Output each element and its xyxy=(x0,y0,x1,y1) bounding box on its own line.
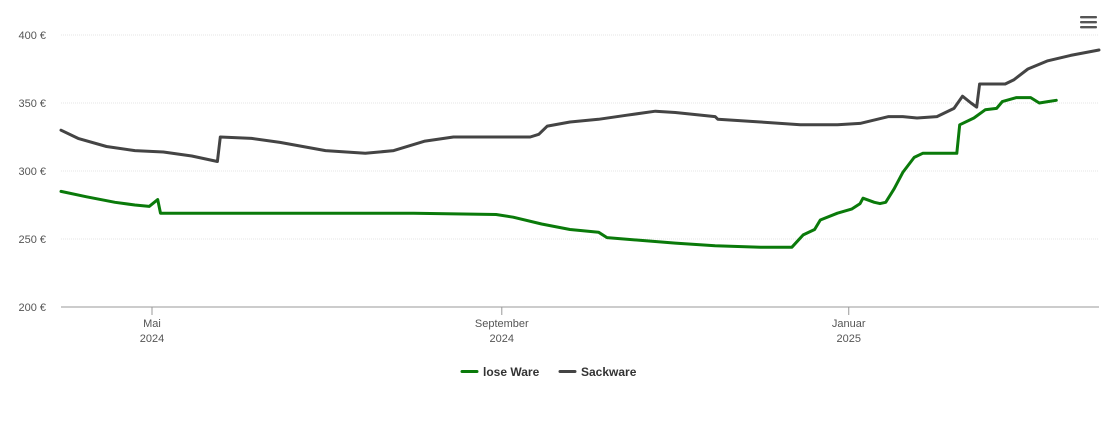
legend-item-sackware[interactable]: Sackware xyxy=(558,365,637,379)
legend: lose Ware Sackware xyxy=(460,365,637,379)
legend-item-lose-ware[interactable]: lose Ware xyxy=(460,365,540,379)
gridlines xyxy=(61,34,1099,240)
series-lines xyxy=(59,48,1101,249)
y-axis-ticks: 200 € 250 € 300 € 350 € 400 € xyxy=(18,30,46,314)
y-tick-label: 400 € xyxy=(18,30,46,42)
x-tick-label: September xyxy=(475,318,529,330)
y-tick-label: 350 € xyxy=(18,98,46,110)
x-axis-ticks: Mai 2024 September 2024 Januar 2025 xyxy=(140,307,866,345)
y-tick-label: 300 € xyxy=(18,166,46,178)
series-line-sackware[interactable] xyxy=(59,48,1101,163)
series-line-lose-ware[interactable] xyxy=(59,96,1058,249)
x-tick-year-label: 2025 xyxy=(837,333,861,345)
y-tick-label: 250 € xyxy=(18,234,46,246)
legend-label: Sackware xyxy=(581,365,637,379)
x-tick-year-label: 2024 xyxy=(490,333,514,345)
y-tick-label: 200 € xyxy=(18,302,46,314)
x-tick-year-label: 2024 xyxy=(140,333,164,345)
x-tick-label: Mai xyxy=(143,318,161,330)
hamburger-menu-icon xyxy=(1080,16,1097,29)
chart-menu-button[interactable] xyxy=(1080,15,1098,29)
x-tick-label: Januar xyxy=(832,318,866,330)
legend-label: lose Ware xyxy=(483,365,540,379)
